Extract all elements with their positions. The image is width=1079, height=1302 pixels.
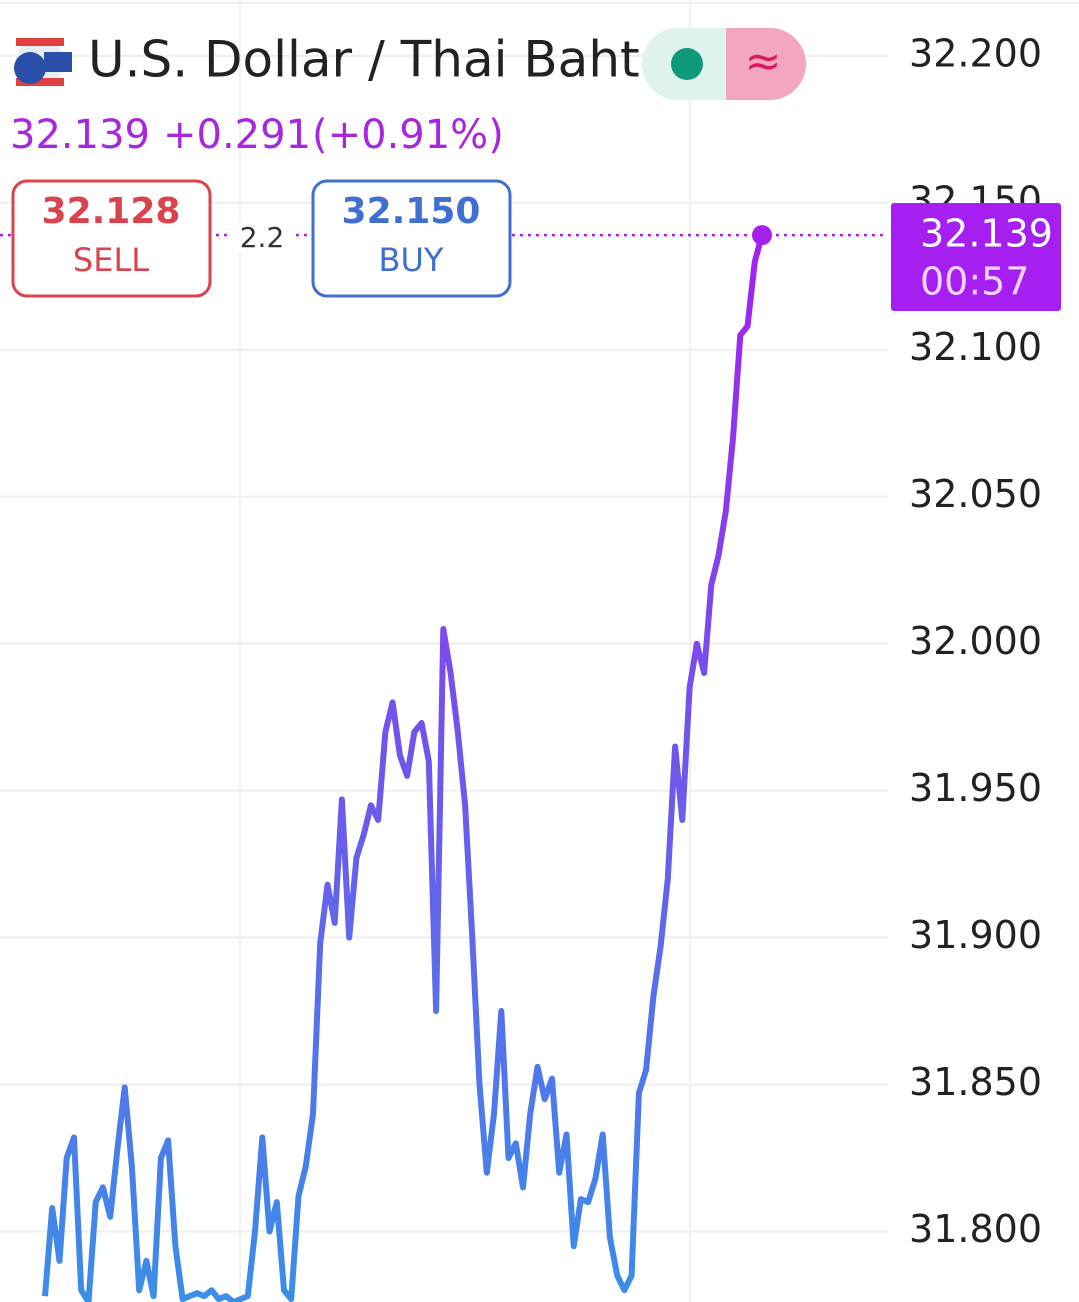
flag-icon [14, 38, 72, 86]
price-tag: 32.139 00:57 [891, 203, 1061, 311]
countdown: 00:57 [920, 260, 1030, 304]
price: 32.139 [10, 112, 150, 158]
price-tag-value: 32.139 [920, 212, 1053, 256]
y-tick-label: 32.200 [909, 31, 1042, 75]
chart-title: U.S. Dollar / Thai Baht [88, 31, 640, 89]
status-icon: ≈ [745, 36, 782, 87]
buy-label: BUY [379, 241, 444, 279]
buy-button[interactable]: 32.150 BUY [311, 179, 512, 298]
buy-price: 32.150 [342, 191, 481, 232]
sell-price: 32.128 [42, 191, 181, 232]
y-tick-label: 32.100 [909, 325, 1042, 369]
y-tick-label: 32.000 [909, 619, 1042, 663]
sell-label: SELL [73, 241, 149, 279]
y-tick-label: 32.050 [909, 472, 1042, 516]
spread-bg [232, 222, 292, 254]
plot [42, 225, 772, 1302]
y-tick-label: 31.850 [909, 1060, 1042, 1104]
y-axis: 31.800 31.850 31.900 31.950 32.000 32.050 32.1… [909, 31, 1042, 1251]
y-tick-label: 31.800 [909, 1207, 1042, 1251]
status-pill[interactable]: ≈ [642, 28, 806, 100]
spread: 2.2 [240, 221, 285, 254]
y-tick-label: 31.900 [909, 913, 1042, 957]
change-percent: (+0.91%) [312, 112, 504, 158]
price-line-series [42, 234, 765, 1302]
sell-button[interactable]: 32.128 SELL [11, 179, 212, 298]
y-tick-label: 31.950 [909, 766, 1042, 810]
change: +0.291 [163, 112, 311, 158]
